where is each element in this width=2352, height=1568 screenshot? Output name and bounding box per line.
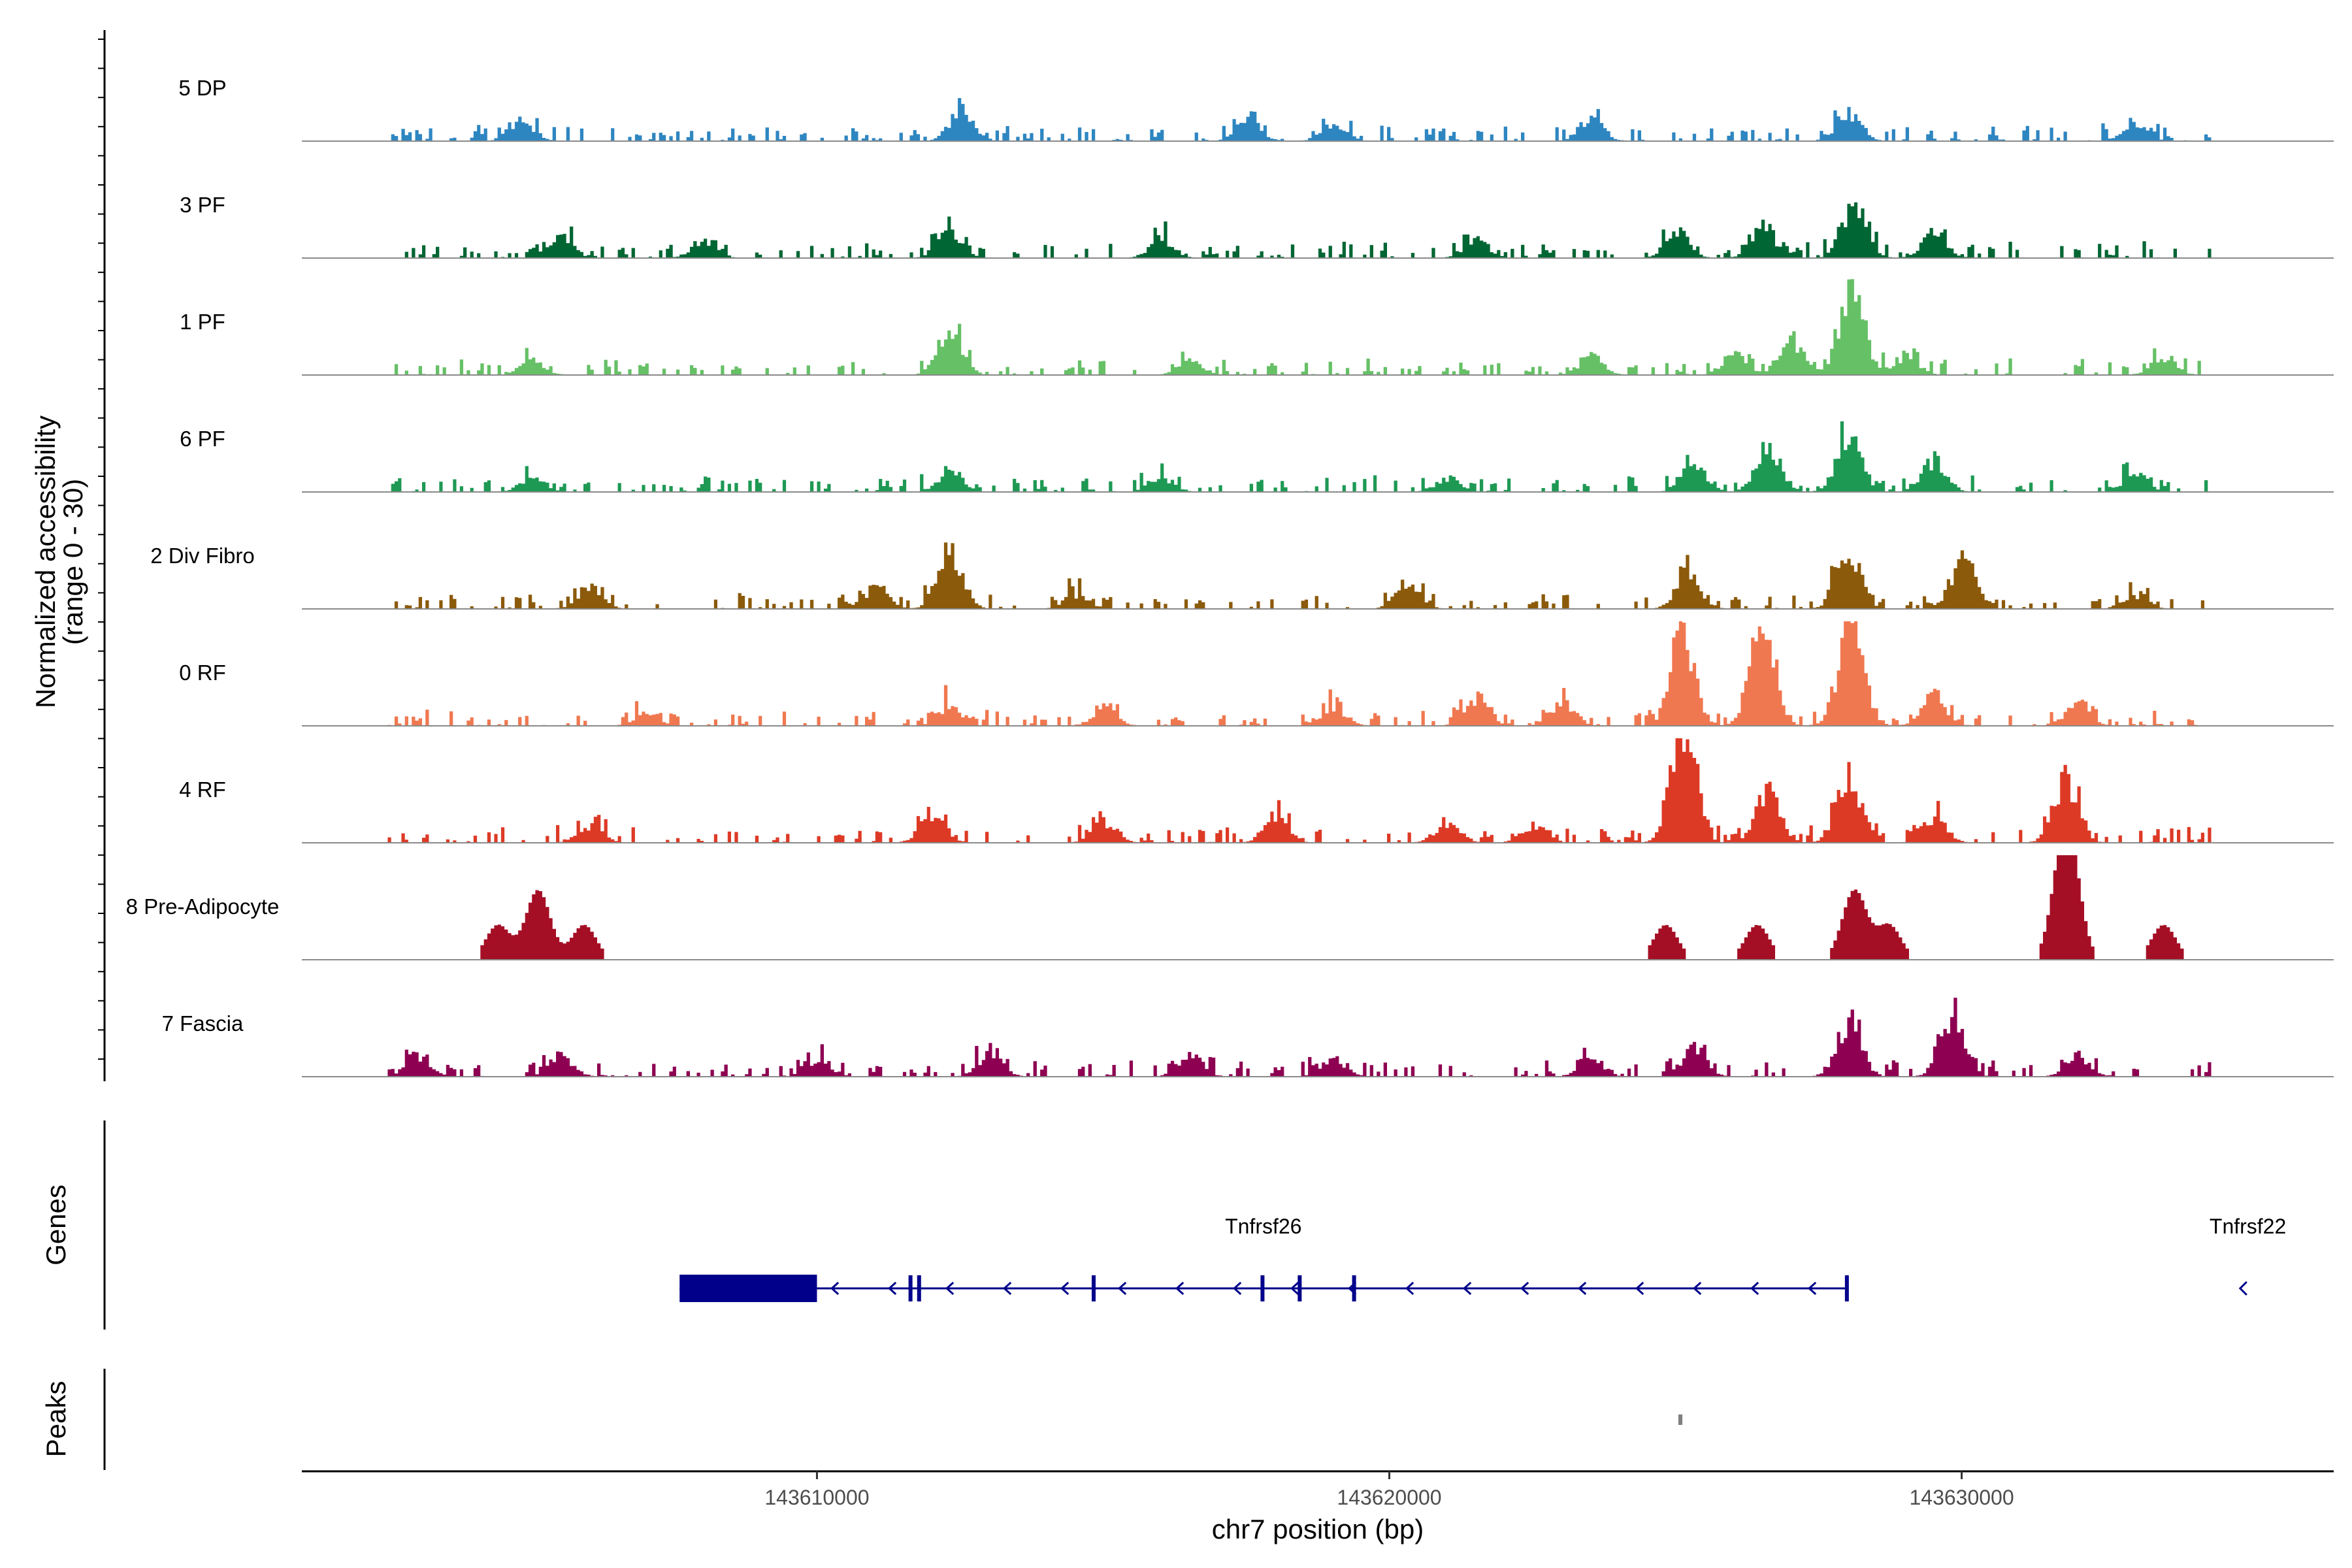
gene-tnfrsf22: Tnfrsf22	[2210, 1215, 2286, 1296]
track-label: 2 Div Fibro	[150, 544, 255, 568]
genes-panel-title: Genes	[41, 1184, 71, 1266]
x-axis: 143610000 143620000 143630000 chr7 positio…	[302, 1470, 2334, 1544]
strand-arrow	[1462, 1281, 1472, 1296]
x-tick-label: 143610000	[764, 1486, 869, 1509]
gene-tnfrsf26: Tnfrsf26	[679, 1215, 1849, 1302]
track-6-pf: 6 PF	[180, 421, 2334, 493]
strand-arrow	[1290, 1281, 1299, 1296]
y-axis-title-line1: Normalized accessibility	[30, 416, 61, 708]
strand-arrow	[2238, 1281, 2247, 1296]
track-signal	[391, 421, 2208, 492]
strand-arrow	[1060, 1281, 1070, 1296]
track-signal	[387, 738, 2212, 843]
track-signal	[391, 98, 2212, 141]
strand-arrow	[887, 1281, 897, 1296]
x-axis-ticks: 143610000 143620000 143630000	[764, 1471, 2014, 1509]
track-0-rf: 0 RF	[179, 621, 2334, 727]
track-5-dp: 5 DP	[178, 76, 2334, 142]
peaks-panel-title: Peaks	[41, 1381, 71, 1458]
track-1-pf: 1 PF	[180, 279, 2334, 376]
strand-arrow	[1175, 1281, 1184, 1296]
peaks-panel: Peaks	[41, 1369, 1683, 1470]
gene-exon	[1260, 1275, 1265, 1301]
track-7-fascia: 7 Fascia	[162, 998, 2334, 1077]
strand-arrow	[1520, 1281, 1529, 1296]
track-4-rf: 4 RF	[179, 738, 2334, 843]
track-3-pf: 3 PF	[180, 193, 2334, 259]
gene-exon	[679, 1275, 817, 1302]
gene-exon	[908, 1275, 913, 1301]
x-tick-label: 143620000	[1337, 1486, 1441, 1509]
strand-arrow	[1750, 1281, 1759, 1296]
strand-arrow	[1232, 1281, 1242, 1296]
track-label: 6 PF	[180, 427, 225, 451]
strand-arrow	[1002, 1281, 1012, 1296]
y-axis-title: Normalized accessibility (range 0 - 30)	[30, 416, 88, 708]
track-signal	[387, 621, 2198, 726]
strand-arrow	[1405, 1281, 1414, 1296]
track-label: 7 Fascia	[162, 1011, 244, 1036]
strand-arrow	[945, 1281, 955, 1296]
gene-exon	[1091, 1275, 1096, 1301]
track-label: 3 PF	[180, 193, 225, 217]
gene-exon	[1298, 1275, 1302, 1301]
strand-arrow	[1692, 1281, 1702, 1296]
track-signal	[394, 279, 2201, 375]
track-label: 0 RF	[179, 661, 226, 685]
peak-regions	[1678, 1414, 1683, 1425]
strand-arrow	[1635, 1281, 1644, 1296]
track-signal	[480, 855, 2184, 960]
track-2-div-fibro: 2 Div Fibro	[150, 542, 2334, 610]
coverage-tracks: 5 DP 3 PF 1 PF 6 PF 2 Div Fibro 0 RF 4 RF 8 Pre…	[126, 76, 2334, 1077]
track-signal	[404, 202, 2212, 258]
gene-label: Tnfrsf26	[1225, 1215, 1301, 1238]
strand-arrow	[1577, 1281, 1587, 1296]
gene-exon	[1352, 1275, 1356, 1301]
track-signal	[387, 998, 2212, 1077]
track-signal	[394, 542, 2205, 609]
gene-label: Tnfrsf22	[2210, 1215, 2286, 1238]
track-label: 5 DP	[178, 76, 226, 100]
genes-panel: Genes Tnfrsf26 Tnfrsf22	[41, 1120, 2286, 1330]
gene-exon	[917, 1275, 921, 1301]
track-8-pre-adipocyte: 8 Pre-Adipocyte	[126, 855, 2334, 960]
track-label: 1 PF	[180, 310, 225, 334]
y-axis-title-line2: (range 0 - 30)	[57, 479, 88, 645]
track-label: 8 Pre-Adipocyte	[126, 894, 280, 919]
gene-exon	[1844, 1275, 1849, 1301]
track-label: 4 RF	[179, 777, 226, 802]
strand-arrow	[830, 1281, 840, 1296]
strand-arrow	[1117, 1281, 1127, 1296]
x-axis-title: chr7 position (bp)	[1212, 1514, 1424, 1544]
x-tick-label: 143630000	[1909, 1486, 2014, 1509]
coverage-y-ticks	[98, 39, 105, 1060]
peak-region	[1678, 1414, 1683, 1425]
gene-models: Tnfrsf26 Tnfrsf22	[679, 1215, 2286, 1302]
strand-arrow	[1807, 1281, 1817, 1296]
